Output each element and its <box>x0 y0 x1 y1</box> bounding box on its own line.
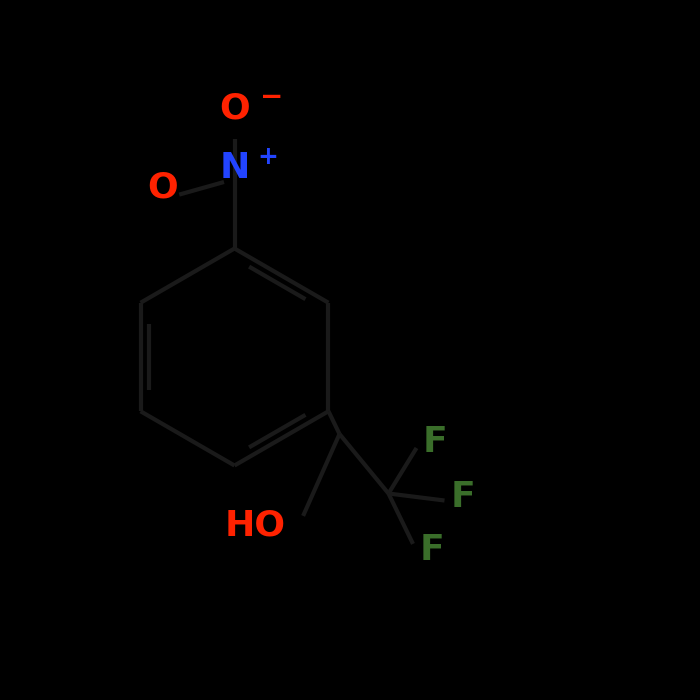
Text: F: F <box>451 480 475 514</box>
Text: O: O <box>219 92 250 125</box>
Text: F: F <box>420 533 444 566</box>
Text: O: O <box>147 171 178 204</box>
Text: F: F <box>423 426 447 459</box>
Text: HO: HO <box>225 508 286 542</box>
Text: −: − <box>260 83 284 111</box>
Text: N: N <box>219 151 250 185</box>
Text: +: + <box>257 146 278 169</box>
